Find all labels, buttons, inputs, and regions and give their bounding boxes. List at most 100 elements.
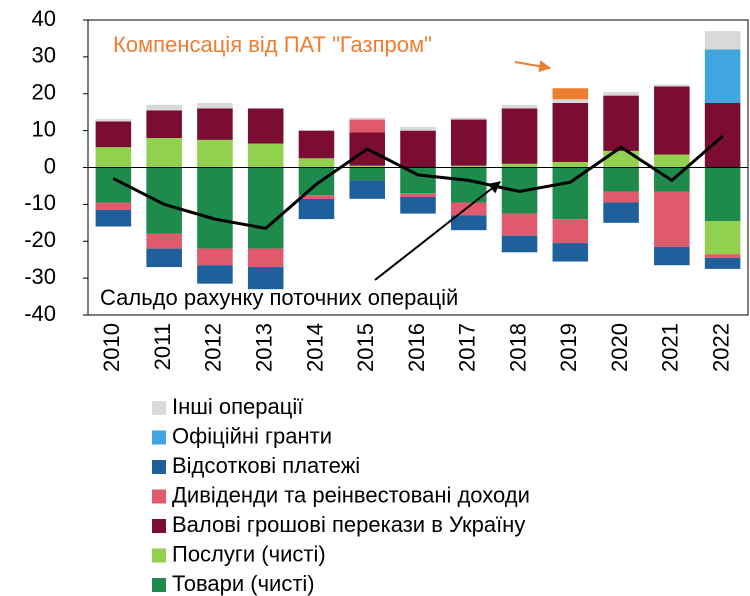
y-tick-label: 30 [32,43,56,68]
bar-segment [603,167,639,192]
x-tick-label: 2013 [252,323,277,372]
bar-segment [197,108,233,140]
x-tick-label: 2011 [150,323,175,370]
bar-segment [552,167,589,220]
bar-segment [704,254,741,258]
bar-segment [197,167,233,249]
bar-segment [704,102,741,168]
x-tick-label: 2017 [455,323,480,372]
annotation: Компенсація від ПАТ "Газпром" [113,32,432,57]
legend-swatch [152,578,166,592]
bar-segment [451,117,487,120]
bar-segment [349,167,385,181]
bar-segment [95,118,132,122]
legend-swatch [152,401,166,415]
bar-segment [146,233,182,249]
bar-segment [654,154,690,168]
line-label: Сальдо рахунку поточних операцій [100,285,458,310]
bar-segment [146,248,182,268]
x-tick-label: 2015 [353,323,378,372]
x-tick-label: 2016 [404,323,429,372]
bar-segment [552,161,589,168]
bar-segment [298,198,335,220]
bar-segment [197,139,233,168]
y-tick-label: -30 [24,264,56,289]
y-tick-label: 20 [32,80,56,105]
bar-segment [654,86,690,155]
bar-segment [400,193,436,197]
x-tick-label: 2022 [708,323,733,372]
x-tick-label: 2019 [556,323,581,372]
bar-segment [552,243,589,262]
bar-segment [247,108,284,144]
bar-segment [349,119,385,133]
bar-segment [400,130,436,168]
bar-segment [501,163,538,168]
bar-segment [247,167,284,249]
bar-segment [704,167,741,221]
bar-segment [95,209,132,227]
bar-segment [197,248,233,266]
annotation-arrow [514,60,552,73]
bar-segment [603,202,639,223]
bar-segment [349,180,385,199]
y-tick-label: 40 [32,6,56,31]
annotation-arrow [374,181,501,281]
legend-label: Товари (чисті) [172,571,315,596]
legend-swatch [152,519,166,533]
bar-segment [95,121,132,148]
x-tick-label: 2020 [607,323,632,372]
bar-segment [451,165,487,168]
y-tick-label: 10 [32,116,56,141]
bar-segment [146,104,182,111]
bar-segment [704,220,741,255]
bar-segment [400,167,436,194]
bar-segment [552,99,589,103]
bar-segment [501,213,538,236]
bar-segment [704,31,741,50]
y-tick-label: -10 [24,190,56,215]
y-tick-label: -20 [24,227,56,252]
legend-label: Дивіденди та реінвестовані доходи [172,482,530,507]
legend-label: Інші операції [172,394,303,419]
bar-segment [146,110,182,138]
bar-segment [146,167,182,234]
bar-segment [552,102,589,162]
bar-segment [95,202,132,210]
legend-label: Офіційні гранти [172,423,332,448]
x-tick-label: 2021 [658,323,683,372]
bar-segment [298,158,335,168]
bar-segment [603,91,639,96]
x-tick-label: 2012 [201,323,226,372]
bar-segment [247,248,284,268]
bar-segment [603,150,639,168]
legend-swatch [152,489,166,504]
bar-segment [654,84,690,87]
bar-segment [298,130,335,159]
legend-label: Валові грошові перекази в Україну [172,512,525,537]
x-tick-label: 2010 [99,323,124,372]
legend-label: Послуги (чисті) [172,541,326,566]
bar-segment [501,235,538,253]
bar-segment [298,167,335,196]
bar-segment [704,49,741,103]
bar-segment [552,88,589,100]
legend-swatch [152,460,166,474]
bar-segment [654,246,690,266]
bar-segment [298,195,335,199]
bar-segment [603,95,639,151]
bar-segment [552,219,589,244]
bar-segment [247,267,284,290]
legend-label: Відсоткові платежі [172,453,360,478]
bar-segment [704,257,741,269]
x-tick-label: 2014 [302,323,327,372]
bar-segment [197,265,233,284]
x-tick-label: 2018 [505,323,530,372]
bar-segment [501,104,538,109]
bar-segment [400,126,436,131]
bar-segment [501,108,538,164]
bar-segment [654,191,690,247]
bar-segment [400,197,436,214]
bar-segment [197,102,233,109]
bar-segment [146,138,182,168]
